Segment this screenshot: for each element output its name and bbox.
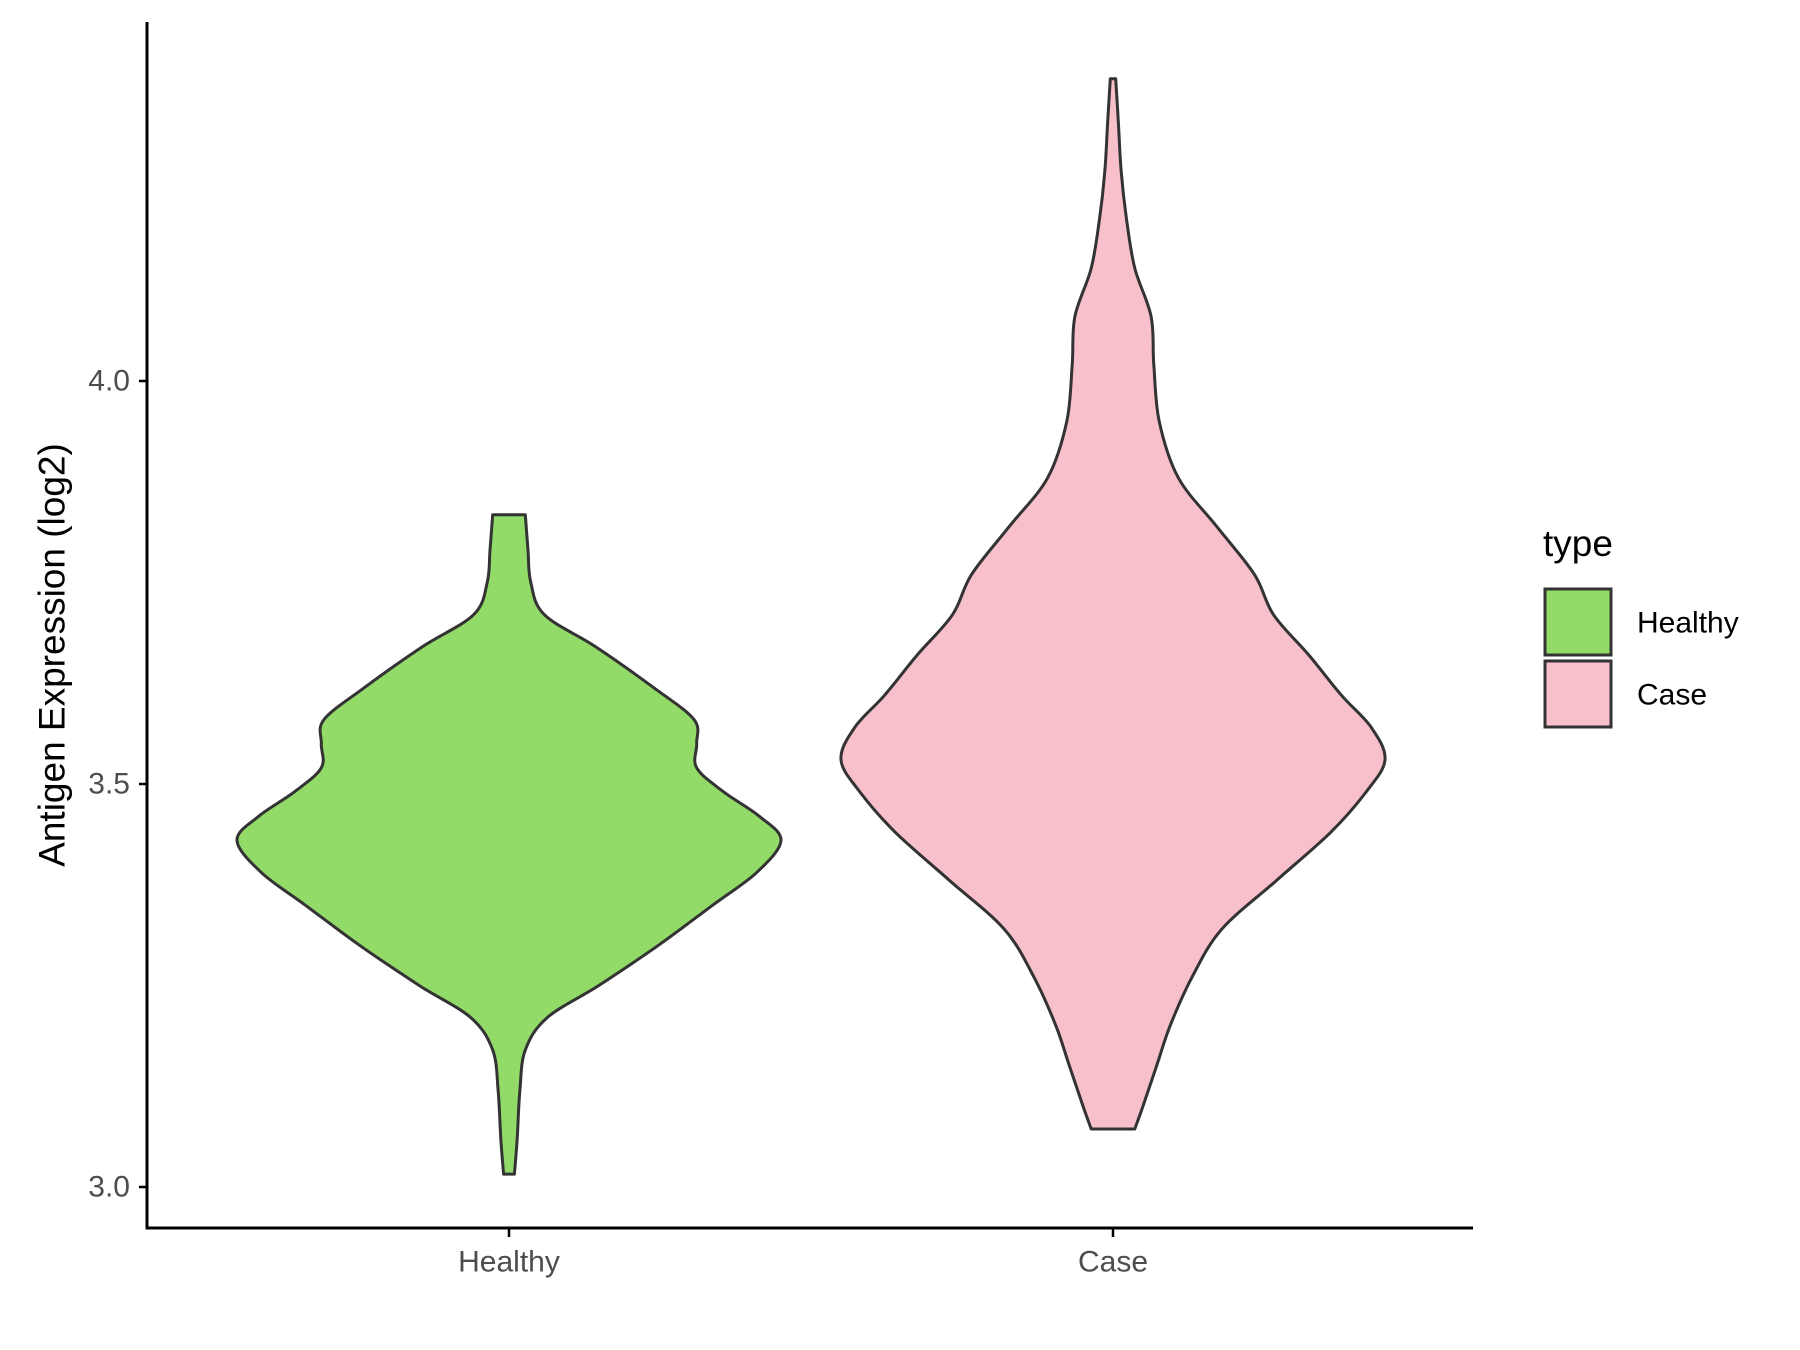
plot-area: 3.0 3.5 4.0 Healthy Case — [88, 22, 1473, 1279]
legend-title: type — [1543, 523, 1613, 564]
violin-healthy — [235, 513, 783, 1176]
x-tick-label-healthy: Healthy — [458, 1246, 560, 1279]
legend-entries: Healthy Case — [1543, 587, 1739, 729]
y-tick-label: 3.0 — [88, 1171, 130, 1204]
y-tick-label: 4.0 — [88, 365, 130, 398]
y-axis-title: Antigen Expression (log2) — [32, 443, 73, 867]
violins — [235, 77, 1387, 1176]
y-tick-label: 3.5 — [88, 768, 130, 801]
x-axis-ticks: Healthy Case — [458, 1228, 1148, 1279]
legend-key-case — [1543, 659, 1613, 729]
x-tick-label-case: Case — [1078, 1246, 1148, 1279]
legend: type Healthy Case — [1543, 523, 1739, 729]
y-axis-ticks: 3.0 3.5 4.0 — [88, 365, 147, 1204]
violin-case — [839, 77, 1387, 1131]
legend-key-healthy — [1543, 587, 1613, 657]
legend-label-case: Case — [1637, 679, 1707, 712]
legend-label-healthy: Healthy — [1637, 607, 1739, 640]
